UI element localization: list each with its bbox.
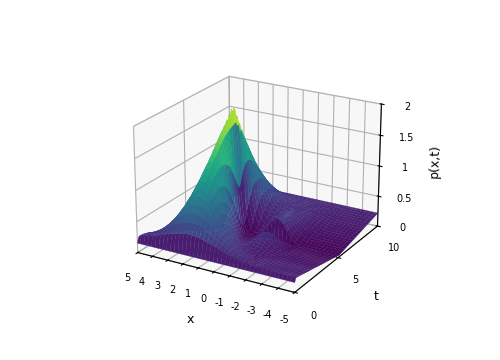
Y-axis label: t: t [374, 290, 378, 303]
X-axis label: x: x [187, 313, 194, 326]
